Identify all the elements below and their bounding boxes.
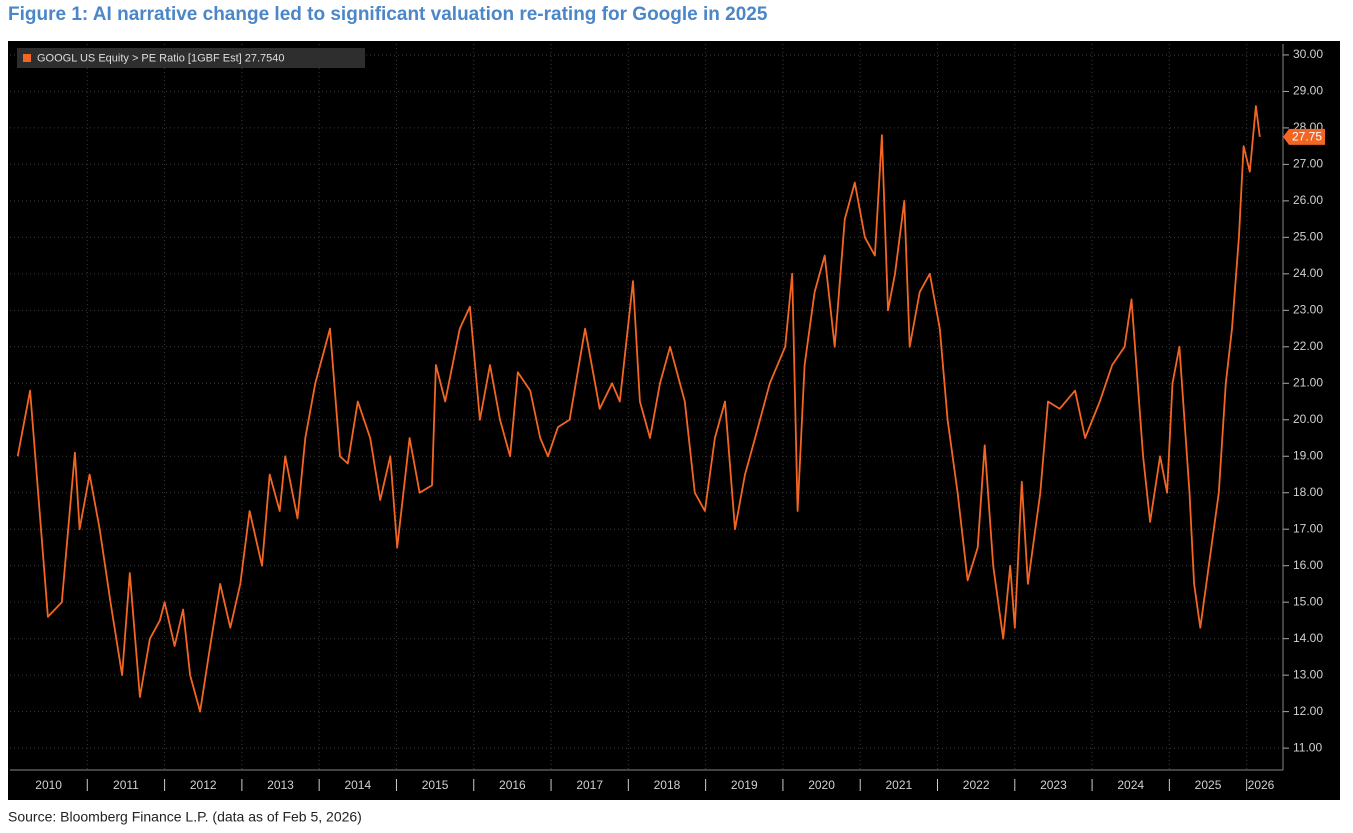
y-tick-label: 22.00: [1293, 339, 1323, 353]
y-tick-label: 30.00: [1293, 47, 1323, 61]
x-tick-label: 2019: [731, 778, 758, 792]
legend-label: GOOGL US Equity > PE Ratio [1GBF Est] 27…: [37, 52, 285, 64]
chart-title: Figure 1: AI narrative change led to sig…: [8, 4, 768, 25]
x-tick-label: 2011: [113, 778, 139, 792]
y-tick-label: 27.00: [1293, 157, 1323, 171]
y-tick-label: 20.00: [1293, 412, 1323, 426]
plot-background: [8, 41, 1340, 800]
x-tick-label: 2025: [1195, 778, 1222, 792]
x-tick-label: 2023: [1040, 778, 1067, 792]
y-tick-label: 25.00: [1293, 230, 1323, 244]
x-tick-label: 2012: [190, 778, 217, 792]
x-tick-label: 2015: [422, 778, 449, 792]
x-tick-label: 2016: [499, 778, 526, 792]
y-tick-label: 11.00: [1293, 740, 1322, 754]
x-tick-label: 2017: [576, 778, 603, 792]
legend-swatch: [23, 54, 31, 62]
last-value-tag: [1283, 128, 1325, 145]
x-tick-label: 2021: [886, 778, 913, 792]
data-line: [16, 105, 1261, 713]
y-tick-label: 17.00: [1293, 521, 1323, 535]
x-tick-label: 2026: [1248, 778, 1275, 792]
source-note: Source: Bloomberg Finance L.P. (data as …: [8, 809, 362, 825]
y-tick-label: 13.00: [1293, 667, 1323, 681]
x-tick-label: 2024: [1117, 778, 1144, 792]
legend-box: [17, 48, 365, 68]
y-tick-label: 12.00: [1293, 704, 1323, 718]
y-tick-label: 19.00: [1293, 448, 1323, 462]
y-tick-label: 24.00: [1293, 266, 1323, 280]
x-tick-label: 2022: [963, 778, 990, 792]
y-tick-label: 29.00: [1293, 84, 1323, 98]
y-tick-label: 18.00: [1293, 485, 1323, 499]
x-tick-label: 2013: [267, 778, 294, 792]
last-value-label: 27.75: [1292, 130, 1322, 144]
x-tick-label: 2014: [344, 778, 371, 792]
y-tick-label: 15.00: [1293, 594, 1323, 608]
x-tick-label: 2010: [35, 778, 62, 792]
y-tick-label: 16.00: [1293, 558, 1323, 572]
y-tick-label: 26.00: [1293, 193, 1323, 207]
y-tick-label: 23.00: [1293, 302, 1323, 316]
x-tick-label: 2018: [654, 778, 681, 792]
x-tick-label: 2020: [808, 778, 835, 792]
y-tick-label: 14.00: [1293, 631, 1323, 645]
y-tick-label: 21.00: [1293, 375, 1323, 389]
